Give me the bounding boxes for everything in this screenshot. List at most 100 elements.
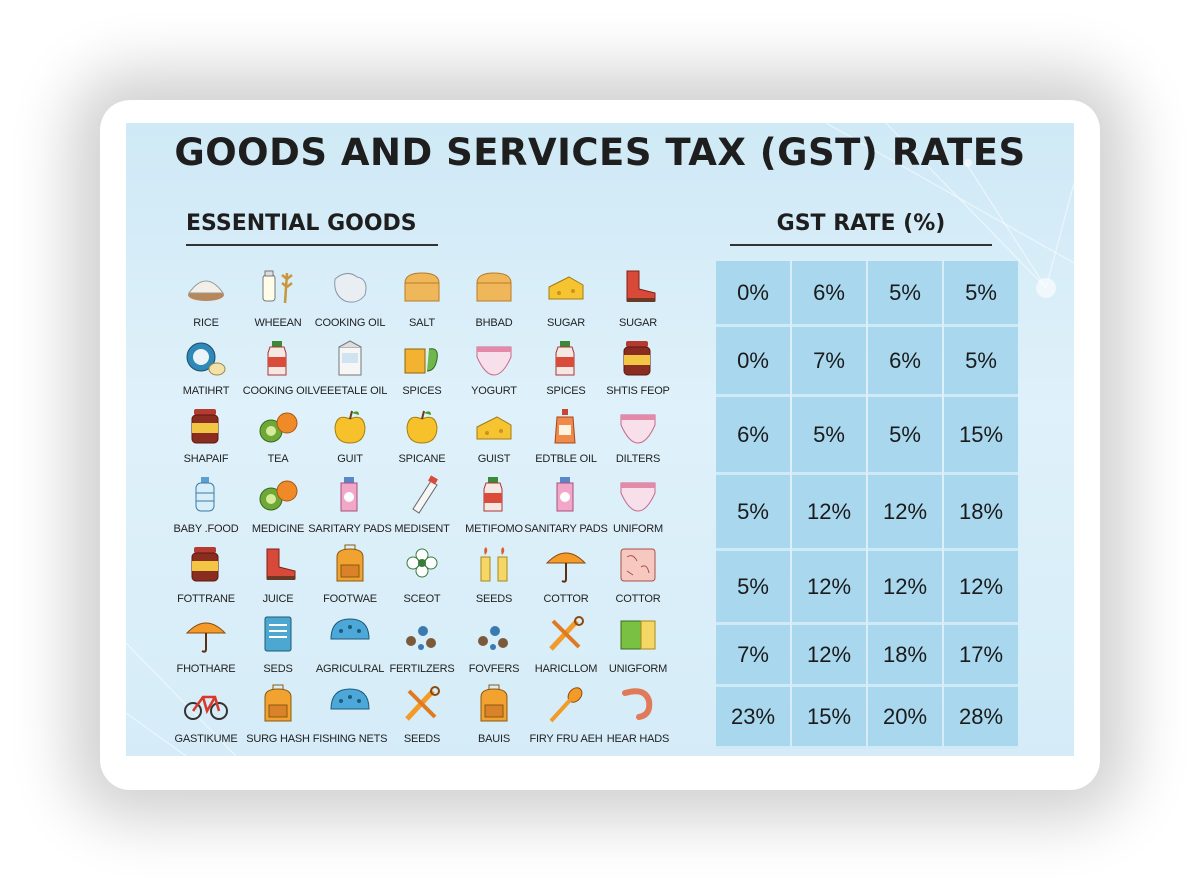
hook-icon [622, 688, 653, 720]
goods-item-label: HARICLLOM [534, 663, 598, 675]
goods-item: EDTBLE OIL [530, 403, 602, 471]
goods-item-label: SEDS [263, 663, 293, 675]
gst-rate-cell: 5% [944, 261, 1018, 327]
boot-icon [626, 270, 656, 302]
gst-rate-cell: 23% [716, 687, 790, 749]
goods-item-label: METIFOMO [465, 523, 523, 535]
goods-item: FIRY FRU AEH [530, 681, 603, 751]
goods-item-label: UNIFORM [613, 523, 663, 535]
goods-item: METIFOMO [458, 471, 530, 541]
goods-item: MEDISENT [386, 471, 458, 541]
essential-goods-grid: RICE WHEEAN COOKING OIL SALT BHBAD SUGAR SUGAR… [170, 263, 674, 751]
gst-infographic: GOODS AND SERVICES TAX (GST) RATES ESSEN… [126, 123, 1074, 756]
goods-item-label: MEDISENT [394, 523, 450, 535]
goods-item-label: RICE [193, 317, 219, 329]
goods-item-label: UNIGFORM [608, 663, 668, 675]
candles-icon [480, 547, 508, 582]
gst-rate-cell: 7% [792, 327, 866, 397]
pattern-tile-icon [620, 548, 656, 582]
goods-item-label: FERTILZERS [389, 663, 455, 675]
goods-item-label: SALT [409, 317, 435, 329]
goods-item: MATIHRT [170, 335, 242, 403]
network-background-decoration [126, 123, 1074, 756]
goods-item-label: COOKING OIL [242, 385, 314, 397]
helmet-icon [330, 618, 370, 640]
notebook-icon [264, 616, 292, 652]
goods-item-label: FOTTRANE [177, 593, 235, 605]
goods-item: SUGAR [602, 263, 674, 335]
jar-icon [623, 341, 651, 376]
water-bottle-icon [195, 477, 215, 512]
essential-goods-header: ESSENTIAL GOODS [186, 211, 438, 246]
goods-item: SUGAR [530, 263, 602, 335]
coconut-icon [186, 342, 226, 376]
goods-item: BHBAD [458, 263, 530, 335]
goods-item-label: SEEDS [403, 733, 441, 745]
goods-item-label: FOOTWAE [323, 593, 377, 605]
folder-icon [620, 620, 656, 650]
gst-rate-cell: 20% [868, 687, 942, 749]
gst-rate-cell: 6% [868, 327, 942, 397]
spoon-icon [549, 687, 583, 723]
goods-item: FHOTHARE [170, 611, 242, 681]
gst-rate-cell: 6% [792, 261, 866, 327]
bottle-icon [555, 341, 575, 376]
goods-item-label: FISHING NETS [312, 733, 388, 745]
goods-item: FERTILZERS [386, 611, 458, 681]
goods-item: SCEOT [386, 541, 458, 611]
goods-item-label: COTTOR [615, 593, 661, 605]
gst-rate-cell: 0% [716, 327, 790, 397]
goods-item: UNIFORM [602, 471, 674, 541]
gst-rate-cell: 12% [792, 475, 866, 551]
kiwi-fruit-icon [259, 412, 298, 443]
bottle-icon [483, 477, 503, 512]
goods-item-label: HEAR HADS [606, 733, 670, 745]
goods-item-label: SANITARY PADS [524, 523, 608, 535]
apple-icon [334, 410, 366, 444]
goods-item-label: GUIST [477, 453, 511, 465]
diaper-icon [476, 346, 512, 376]
goods-item-label: SCEOT [403, 593, 441, 605]
goods-item: SEDS [242, 611, 314, 681]
cloth-bag-icon [334, 273, 367, 303]
goods-item: SARITARY PADS [308, 471, 392, 541]
page-title: GOODS AND SERVICES TAX (GST) RATES [174, 131, 1026, 174]
gst-rate-cell: 18% [944, 475, 1018, 551]
goods-item-label: DILTERS [615, 453, 661, 465]
gst-rate-cell: 12% [944, 551, 1018, 625]
cheese-blocks-icon [548, 276, 584, 300]
helmet-icon [330, 688, 370, 710]
goods-item-label: BABY .FOOD [173, 523, 239, 535]
gst-rate-cell: 12% [792, 551, 866, 625]
goods-item: FOTTRANE [170, 541, 242, 611]
goods-item-label: GASTIKUME [174, 733, 238, 745]
goods-item: COOKING OIL [314, 263, 386, 335]
gst-rate-cell: 12% [868, 475, 942, 551]
tools-icon [549, 616, 584, 651]
goods-item-label: FOVFERS [468, 663, 520, 675]
umbrella-icon [545, 552, 587, 583]
goods-item: DILTERS [602, 403, 674, 471]
goods-item: FISHING NETS [313, 681, 387, 751]
kiwi-fruit-icon [259, 480, 298, 511]
boot-icon [266, 548, 296, 580]
tools-icon [405, 686, 440, 721]
goods-item-label: MATIHRT [182, 385, 230, 397]
gst-rate-cell: 7% [716, 625, 790, 687]
goods-item-label: SPICANE [398, 453, 446, 465]
goods-item-label: SPICES [402, 385, 442, 397]
gst-rate-cell: 5% [944, 327, 1018, 397]
lotion-icon [340, 477, 358, 512]
gst-rate-cell: 12% [868, 551, 942, 625]
seeds-icon [478, 626, 508, 650]
jar-icon [191, 409, 219, 444]
goods-item: BAUIS [458, 681, 530, 751]
goods-item-label: SUGAR [618, 317, 658, 329]
bread-loaf-icon [476, 272, 512, 302]
goods-item-label: VEEETALE OIL [312, 385, 388, 397]
goods-item: HEAR HADS [602, 681, 674, 751]
goods-item: COTTOR [530, 541, 602, 611]
goods-item: GUIT [314, 403, 386, 471]
goods-item: YOGURT [458, 335, 530, 403]
goods-item-label: EDTBLE OIL [535, 453, 597, 465]
